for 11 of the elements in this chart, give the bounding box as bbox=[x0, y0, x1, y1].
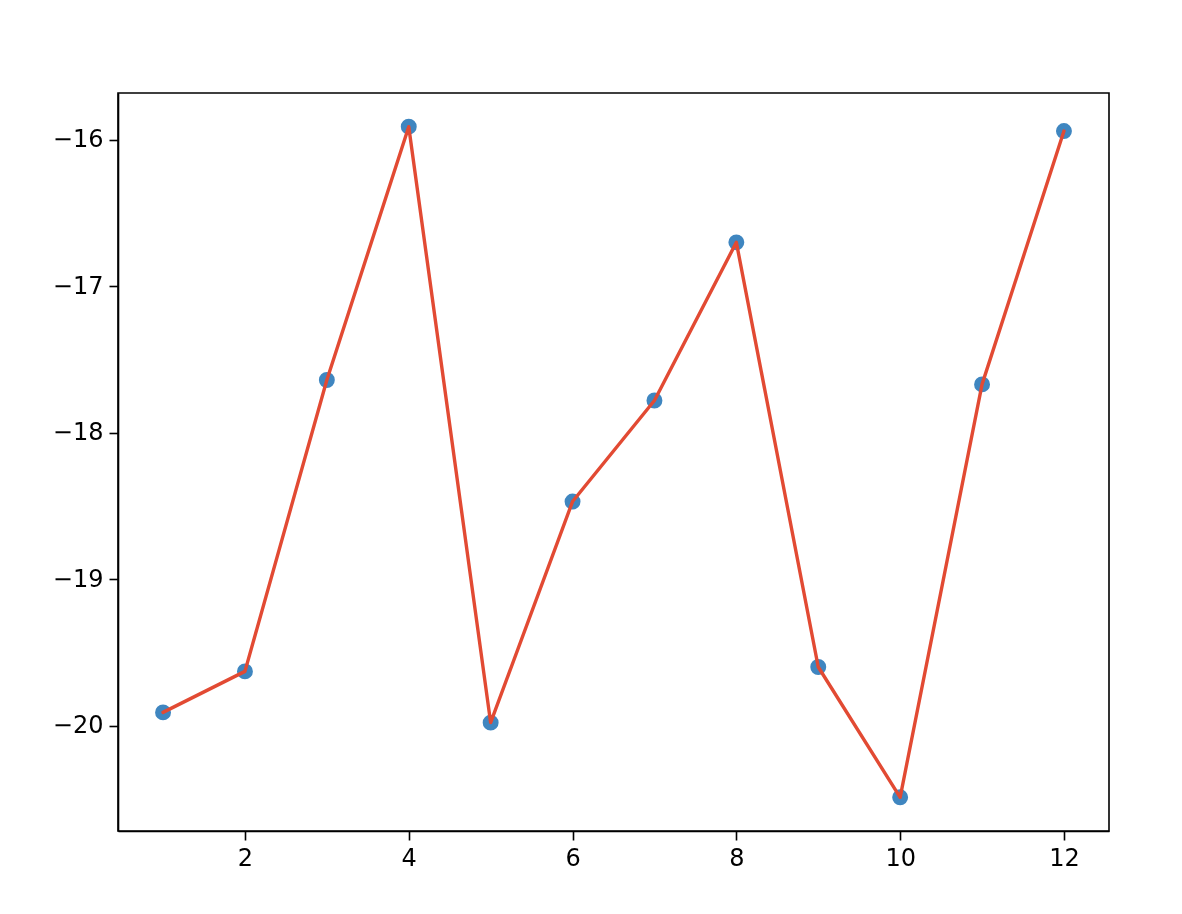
x-tick-label: 6 bbox=[565, 843, 581, 872]
y-tick-label: −16 bbox=[52, 125, 104, 154]
x-tick-label: 2 bbox=[237, 843, 254, 872]
x-tick-label: 8 bbox=[729, 843, 745, 872]
y-tick-label: −18 bbox=[52, 418, 104, 447]
x-tick-label: 12 bbox=[1049, 843, 1080, 872]
y-tick-label: −19 bbox=[52, 564, 104, 593]
y-tick-label: −17 bbox=[52, 271, 104, 300]
y-tick-label: −20 bbox=[52, 711, 104, 740]
x-tick-label: 10 bbox=[885, 843, 916, 872]
x-tick-label: 4 bbox=[401, 843, 417, 872]
